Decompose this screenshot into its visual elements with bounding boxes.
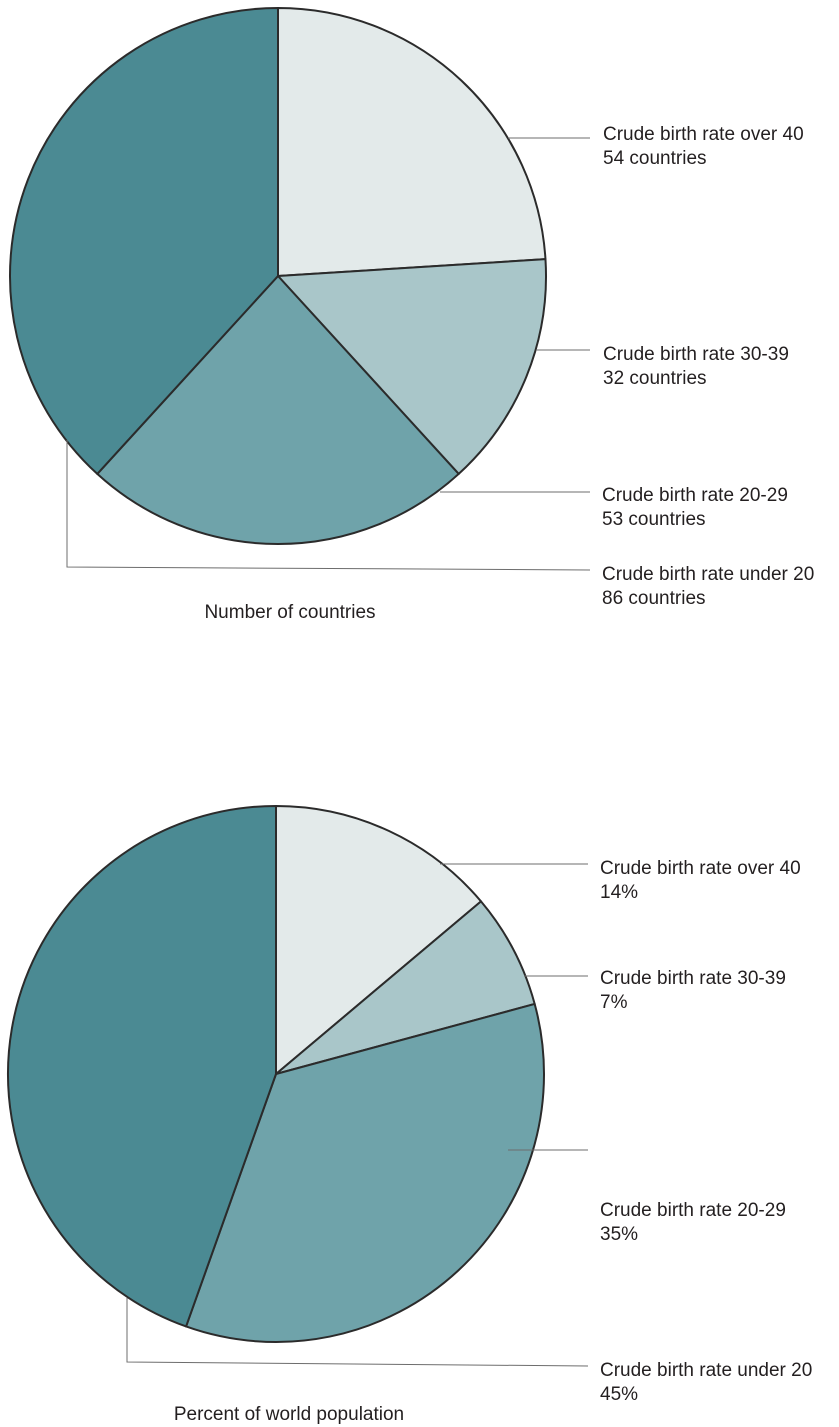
pie-slices [6, 805, 545, 1343]
pie-chart-population: Crude birth rate over 40 14% Crude birth… [6, 805, 812, 1425]
leader-line-under-20 [66, 440, 591, 571]
slice-label-over-40: Crude birth rate over 40 54 countries [603, 124, 804, 169]
pie-slice-20-29 [185, 1002, 545, 1343]
slice-value-text: 45% [600, 1384, 638, 1405]
slice-value-text: 32 countries [603, 368, 707, 389]
slice-label-30-39: Crude birth rate 30-39 7% [600, 968, 786, 1013]
slice-label-20-29: Crude birth rate 20-29 53 countries [602, 485, 788, 530]
slice-value-text: 86 countries [602, 588, 706, 609]
slice-value-text: 7% [600, 992, 628, 1013]
slice-label-30-39: Crude birth rate 30-39 32 countries [603, 344, 789, 389]
slice-label-text: Crude birth rate 20-29 [600, 1200, 786, 1221]
pie-slice-30-39 [275, 900, 536, 1075]
chart-caption: Percent of world population [174, 1404, 404, 1425]
slice-value-text: 14% [600, 882, 638, 903]
slice-value-text: 53 countries [602, 509, 706, 530]
slice-label-text: Crude birth rate 30-39 [600, 968, 786, 989]
slice-label-over-40: Crude birth rate over 40 14% [600, 858, 801, 903]
leader-line-under-20 [126, 1298, 589, 1367]
slice-label-text: Crude birth rate over 40 [600, 858, 801, 879]
slice-label-text: Crude birth rate over 40 [603, 124, 804, 145]
slice-label-under-20: Crude birth rate under 20 45% [600, 1360, 812, 1405]
slice-label-text: Crude birth rate 30-39 [603, 344, 789, 365]
slice-label-text: Crude birth rate under 20 [600, 1360, 812, 1381]
slice-label-text: Crude birth rate under 20 [602, 564, 814, 585]
pie-slice-20-29 [96, 275, 460, 546]
slice-label-under-20: Crude birth rate under 20 86 countries [602, 564, 814, 609]
pie-slice-under-20 [6, 805, 277, 1328]
chart-caption: Number of countries [204, 602, 375, 623]
slice-label-text: Crude birth rate 20-29 [602, 485, 788, 506]
pie-chart-countries: Crude birth rate over 40 54 countries Cr… [9, 7, 814, 623]
pie-slice-30-39 [277, 258, 547, 475]
pie-slices [9, 7, 547, 546]
slice-value-text: 54 countries [603, 148, 707, 169]
pie-slice-over-40 [275, 805, 482, 1075]
slice-value-text: 35% [600, 1224, 638, 1245]
pie-slice-under-20 [9, 7, 279, 475]
pie-slice-over-40 [277, 7, 547, 277]
slice-label-20-29: Crude birth rate 20-29 35% [600, 1200, 786, 1245]
